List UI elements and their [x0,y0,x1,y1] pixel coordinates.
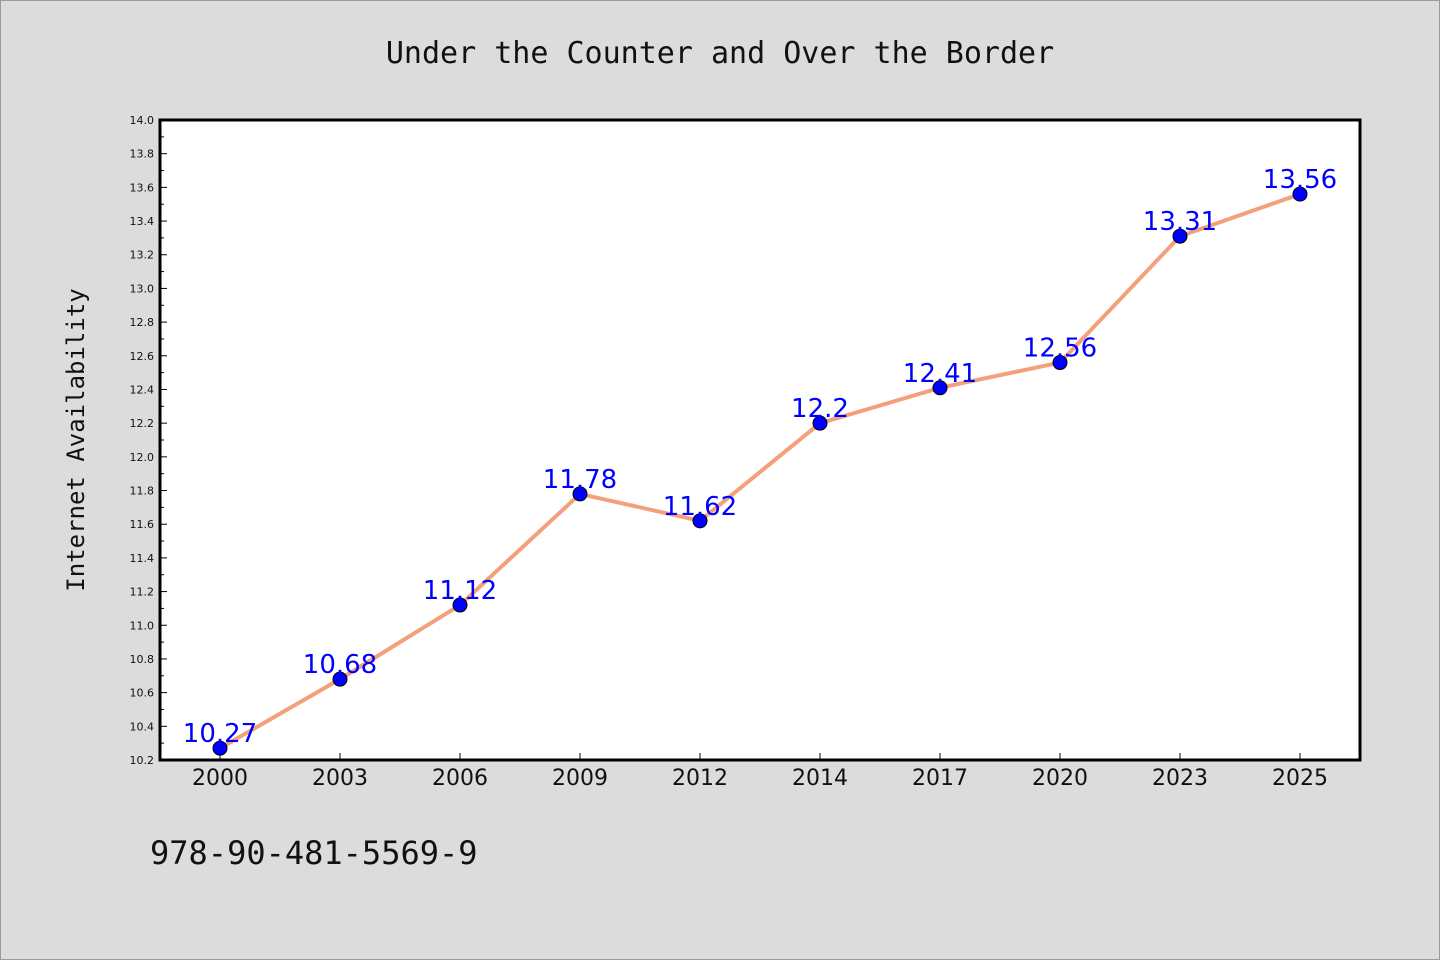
y-tick-label: 11.0 [130,619,155,632]
x-tick-label: 2025 [1272,766,1328,791]
y-tick-label: 13.0 [130,282,155,295]
data-point [1292,186,1308,202]
y-axis-label: Internet Availability [62,288,90,591]
y-tick-label: 10.2 [130,754,155,767]
data-point [332,671,348,687]
data-label: 13.56 [1263,165,1337,195]
y-tick-label: 13.8 [130,148,155,161]
data-label: 13.31 [1143,207,1217,237]
x-tick-label: 2014 [792,766,848,791]
y-tick-label: 11.8 [130,485,155,498]
x-tick-label: 2020 [1032,766,1088,791]
x-tick-label: 2023 [1152,766,1208,791]
y-tick-label: 12.0 [130,451,155,464]
x-tick-label: 2009 [552,766,608,791]
data-point [812,415,828,431]
y-tick-label: 10.6 [130,687,155,700]
data-label: 12.2 [791,394,849,424]
data-point [1052,355,1068,371]
y-tick-label: 11.2 [130,586,155,599]
data-label: 12.41 [903,359,977,389]
y-tick-label: 13.6 [130,181,155,194]
x-axis: 2000 2003 2006 2009 2012 2014 2017 2020 2023 2025 [192,753,1328,791]
y-tick-label: 12.6 [130,350,155,363]
chart-title: Under the Counter and Over the Border [386,36,1054,71]
y-tick-label: 11.6 [130,518,155,531]
y-tick-label: 11.4 [130,552,155,565]
series-polyline [218,192,1302,751]
y-tick-label: 13.4 [130,215,155,228]
y-tick-label: 10.4 [130,720,155,733]
x-tick-label: 2000 [192,766,248,791]
data-point [932,380,948,396]
y-tick-label: 10.8 [130,653,155,666]
data-label: 11.78 [543,465,617,495]
data-point [212,740,228,756]
data-label: 11.12 [423,576,497,606]
data-point [1172,228,1188,244]
x-tick-label: 2006 [432,766,488,791]
y-axis: 10.2 10.4 10.6 10.8 11.0 11.2 11.4 11.6 11.8 12.0… [130,114,167,767]
series-line: 10.27 10.68 11.12 11.78 11.62 12.2 12.41 12.56 1… [183,165,1337,756]
data-label: 11.62 [663,492,737,522]
data-point [452,597,468,613]
data-point [572,486,588,502]
y-tick-label: 12.8 [130,316,155,329]
data-label: 10.27 [183,719,257,749]
y-tick-label: 12.2 [130,417,155,430]
x-tick-label: 2012 [672,766,728,791]
y-tick-label: 14.0 [130,114,155,127]
x-tick-label: 2017 [912,766,968,791]
data-point [692,513,708,529]
isbn-text: 978-90-481-5569-9 [150,834,478,872]
y-tick-label: 12.4 [130,383,155,396]
data-label: 12.56 [1023,334,1097,364]
data-label: 10.68 [303,650,377,680]
x-tick-label: 2003 [312,766,368,791]
plot-area [158,118,1362,762]
y-tick-label: 13.2 [130,249,155,262]
